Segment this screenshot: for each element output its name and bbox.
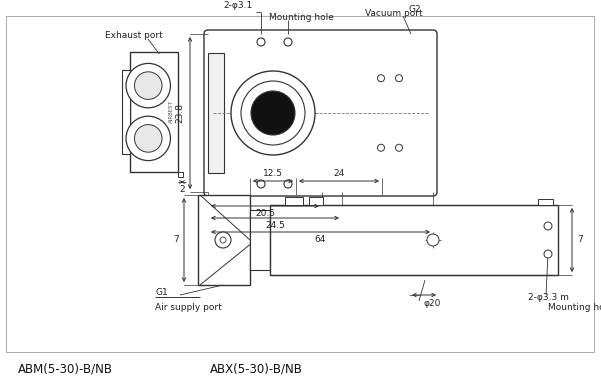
Text: 20.5: 20.5: [255, 209, 275, 217]
Circle shape: [395, 144, 403, 151]
Text: 24.5: 24.5: [265, 221, 285, 229]
Circle shape: [284, 180, 292, 188]
Circle shape: [135, 72, 162, 99]
Text: Air supply port: Air supply port: [155, 303, 222, 312]
Text: 24: 24: [334, 168, 344, 178]
Text: Mounting hole: Mounting hole: [269, 14, 334, 22]
Text: Exhaust port: Exhaust port: [105, 31, 163, 41]
Text: φ20: φ20: [423, 298, 441, 308]
Bar: [250, 210, 270, 270]
Circle shape: [544, 222, 552, 230]
Bar: [130, 52, 178, 172]
Text: ABX(5-30)-B/NB: ABX(5-30)-B/NB: [210, 363, 303, 375]
Circle shape: [257, 38, 265, 46]
Text: ABM(5-30)-B/NB: ABM(5-30)-B/NB: [18, 363, 113, 375]
Bar: [6, 16, 594, 352]
Text: G1: G1: [155, 288, 168, 297]
Bar: [270, 205, 558, 275]
Bar: [309, 197, 323, 205]
Text: 12.5: 12.5: [263, 168, 283, 178]
Text: 2: 2: [179, 185, 185, 195]
Text: 7: 7: [173, 236, 179, 245]
Bar: [538, 199, 553, 205]
Text: 2-φ3.3 m: 2-φ3.3 m: [528, 293, 569, 301]
Circle shape: [220, 237, 226, 243]
Bar: [208, 53, 224, 173]
Bar: [198, 195, 250, 285]
Circle shape: [257, 180, 265, 188]
Circle shape: [251, 91, 295, 135]
Circle shape: [215, 232, 231, 248]
Text: G2: G2: [409, 5, 421, 14]
Circle shape: [241, 81, 305, 145]
Circle shape: [231, 71, 315, 155]
Text: 2-φ3.1: 2-φ3.1: [224, 2, 253, 10]
Circle shape: [395, 75, 403, 82]
Circle shape: [126, 63, 171, 108]
Text: 23.8: 23.8: [175, 103, 185, 123]
Circle shape: [377, 144, 385, 151]
Circle shape: [544, 250, 552, 258]
Circle shape: [126, 116, 171, 161]
Circle shape: [284, 38, 292, 46]
Bar: [178, 172, 183, 177]
Circle shape: [135, 125, 162, 152]
FancyBboxPatch shape: [204, 30, 437, 196]
Circle shape: [377, 75, 385, 82]
Text: 7: 7: [577, 236, 583, 245]
Text: Mounting hole: Mounting hole: [548, 303, 601, 312]
Text: 64: 64: [315, 236, 326, 245]
Text: AIRBEST: AIRBEST: [168, 101, 174, 123]
Bar: [285, 197, 303, 205]
Bar: [122, 70, 130, 154]
Circle shape: [427, 234, 439, 246]
Text: Vacuum port: Vacuum port: [365, 10, 423, 19]
